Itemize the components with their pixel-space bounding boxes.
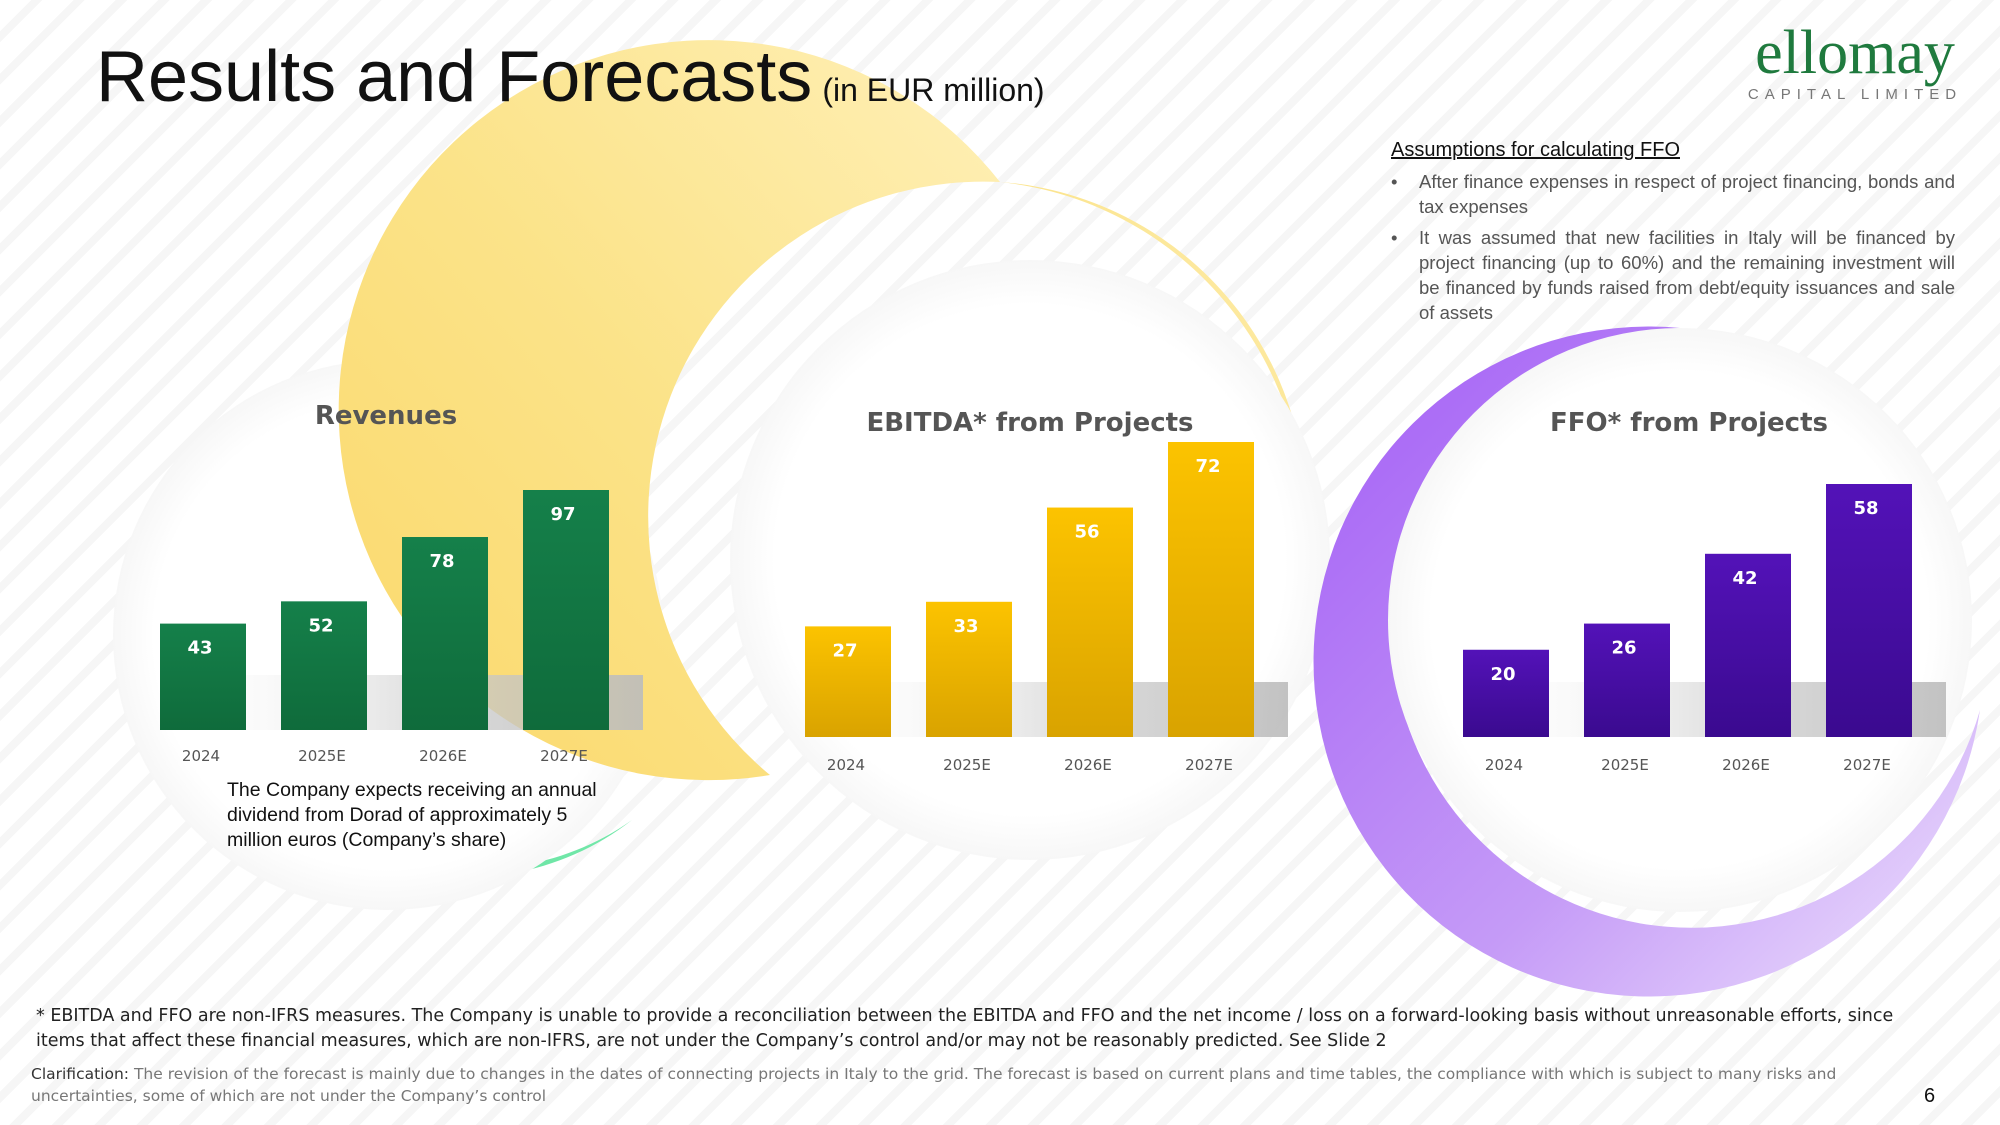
logo-wordmark: ellomay [1755,19,1955,87]
ebitda-bar-2026e [1047,507,1133,737]
revenues-category-label: 2026E [419,747,467,765]
revenues-value-label: 78 [429,551,454,572]
ffo-value-label: 42 [1732,568,1757,589]
revenues-bar-2024 [160,623,246,730]
ebitda-category-label: 2027E [1185,756,1233,774]
ebitda-bar-2027e [1168,442,1254,737]
logo-tagline: CAPITAL LIMITED [1747,86,1963,103]
revenues-value-label: 52 [308,615,333,636]
clarification-text: The revision of the forecast is mainly d… [31,1065,1837,1105]
revenues-bar-2027e [523,490,609,730]
ebitda-category-label: 2024 [827,756,865,774]
ffo-category-label: 2025E [1601,756,1649,774]
ffo-chart-title: FFO* from Projects [1550,408,1828,438]
chart-revenues: Revenues 43 2024 52 2025E 78 2026E 97 2027E [154,401,643,765]
revenues-bar-2026e [402,537,488,730]
revenues-value-label: 97 [550,504,575,525]
ffo-category-label: 2027E [1843,756,1891,774]
ebitda-value-label: 33 [953,616,978,637]
ffo-category-label: 2024 [1485,756,1523,774]
assumptions-list: After finance expenses in respect of pro… [1391,169,1955,325]
dividend-note: The Company expects receiving an annual … [227,779,597,851]
ebitda-value-label: 72 [1195,456,1220,477]
decorative-ring-yellow [338,40,1000,781]
revenues-category-label: 2025E [298,747,346,765]
clarification-note: Clarification: The revision of the forec… [31,1063,1901,1107]
ebitda-bar-2025e [926,601,1012,737]
footnote-text: * EBITDA and FFO are non-IFRS measures. … [36,1006,1894,1051]
ffo-bar-2027e [1826,484,1912,737]
chart-ebitda: EBITDA* from Projects 27 2024 33 2025E 56 2026… [799,408,1288,774]
decorative-disc-purple [1388,328,1972,912]
assumption-item: It was assumed that new facilities in It… [1391,225,1955,325]
revenues-category-label: 2027E [540,747,588,765]
ffo-assumptions: Assumptions for calculating FFO After fi… [1391,138,1955,331]
ffo-category-label: 2026E [1722,756,1770,774]
ffo-value-label: 58 [1853,498,1878,519]
revenues-bar-2025e [281,601,367,730]
assumptions-heading: Assumptions for calculating FFO [1391,139,1680,161]
company-logo: ellomay CAPITAL LIMITED [1730,22,1980,103]
revenues-value-label: 43 [187,638,212,659]
revenues-chart-title: Revenues [315,401,457,431]
ffo-bar-2024 [1463,649,1549,737]
ffo-value-label: 20 [1490,664,1515,685]
ffo-value-label: 26 [1611,638,1636,659]
ebitda-bar-2024 [805,626,891,737]
assumption-item: After finance expenses in respect of pro… [1391,169,1955,219]
ebitda-chart-title: EBITDA* from Projects [866,408,1193,438]
revenues-category-label: 2024 [182,747,220,765]
chart-ffo: FFO* from Projects 20 2024 26 2025E 42 2026E 58… [1457,408,1946,774]
title-main: Results and Forecasts [96,37,813,117]
title-unit: (in EUR million) [822,72,1045,108]
ffo-bar-2026e [1705,553,1791,737]
non-ifrs-footnote: * EBITDA and FFO are non-IFRS measures. … [36,1004,1916,1054]
ebitda-category-label: 2025E [943,756,991,774]
ebitda-category-label: 2026E [1064,756,1112,774]
see-slide-link[interactable]: See Slide 2 [1288,1031,1387,1051]
ebitda-value-label: 56 [1074,522,1099,543]
ebitda-value-label: 27 [832,640,857,661]
page-title: Results and Forecasts (in EUR million) [96,36,1045,118]
ffo-bar-2025e [1584,623,1670,737]
page-number: 6 [1924,1085,1936,1107]
clarification-label: Clarification: [31,1065,130,1083]
